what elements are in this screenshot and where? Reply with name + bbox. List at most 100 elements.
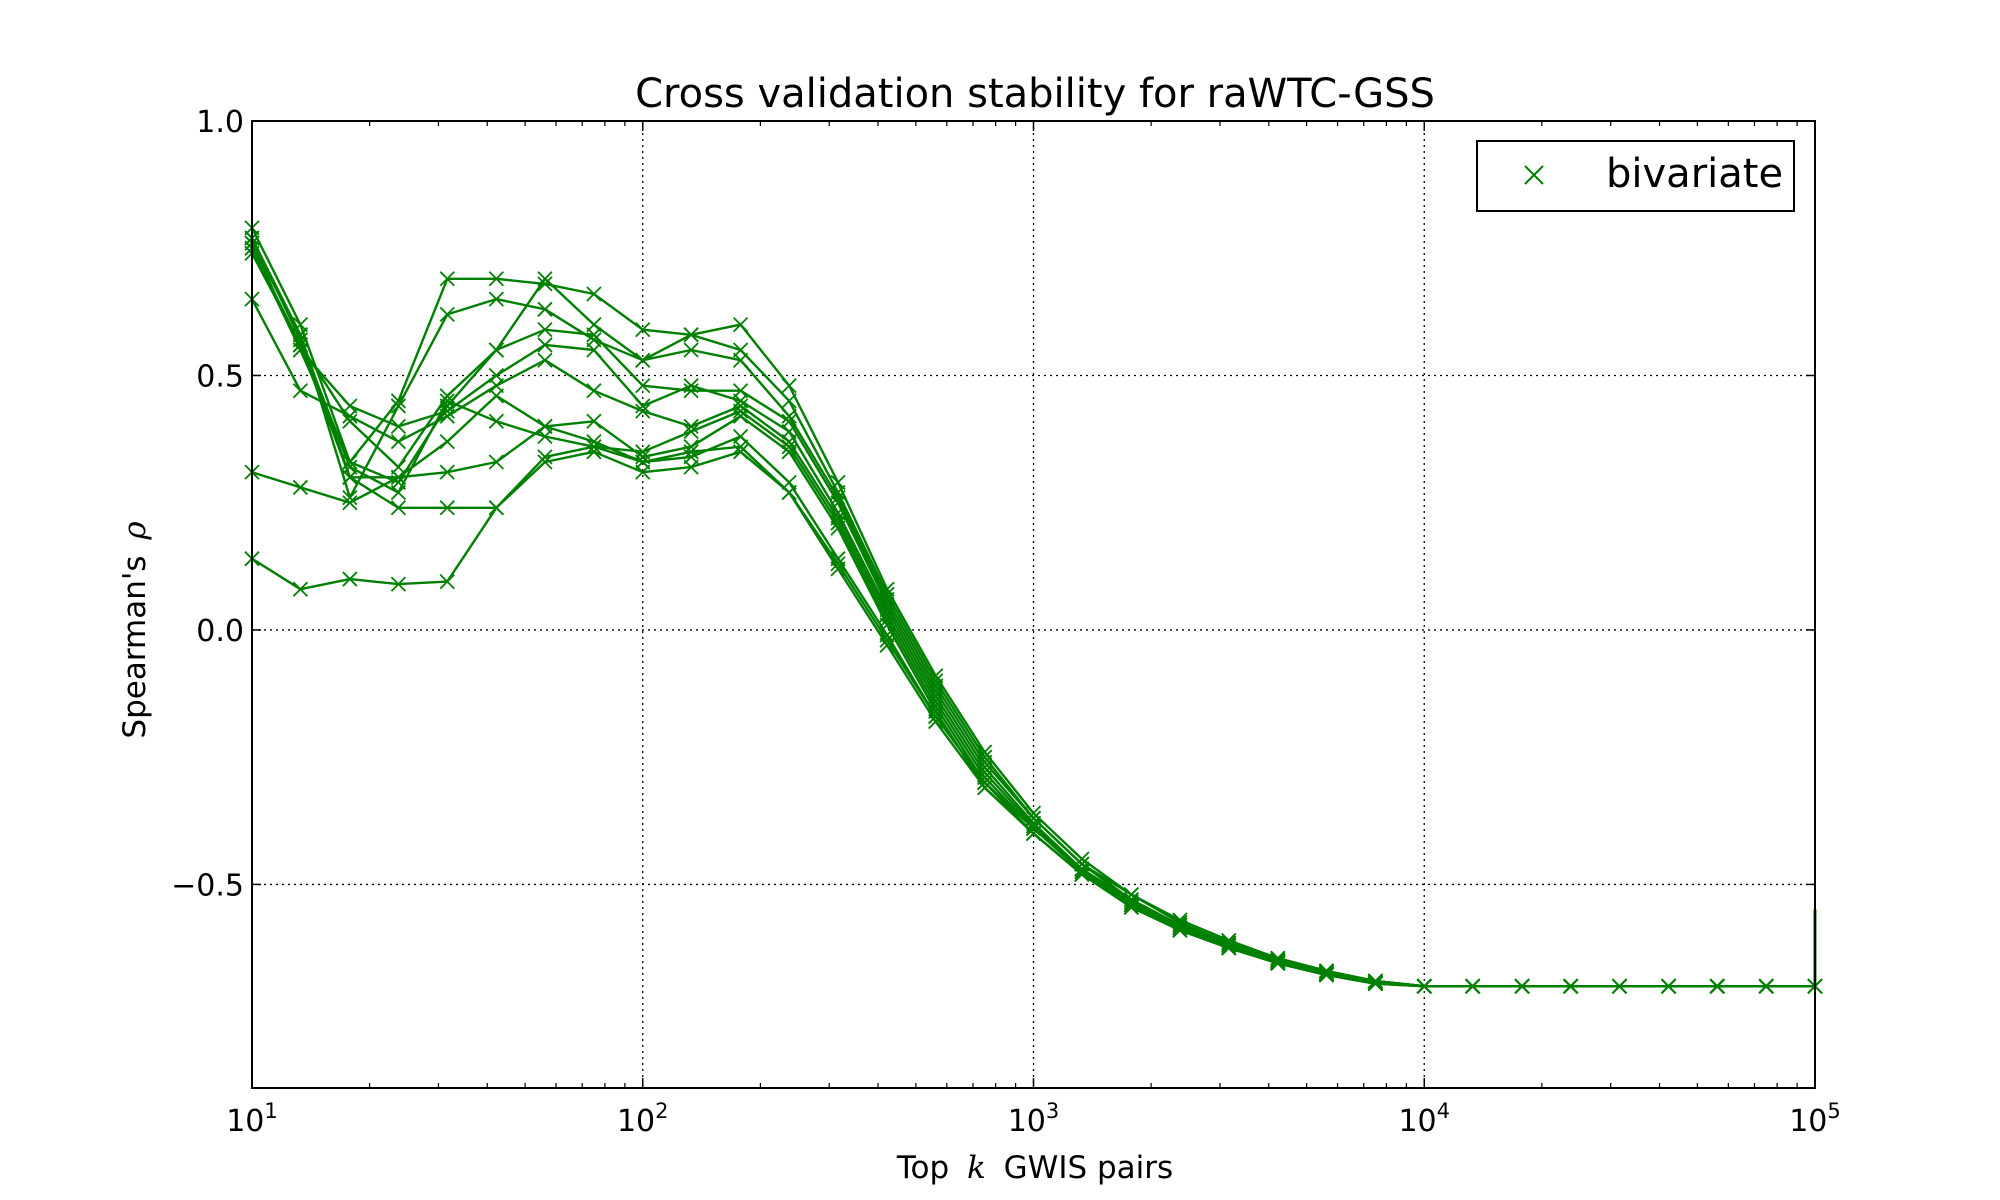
x-tick-label: 103 xyxy=(1008,1099,1060,1139)
data-point-marker xyxy=(732,352,749,368)
series-line-11 xyxy=(250,242,1817,988)
data-point-marker xyxy=(342,469,358,485)
data-point-marker xyxy=(1563,978,1579,994)
data-point-marker xyxy=(683,418,699,435)
data-point-marker xyxy=(586,383,602,399)
data-point-marker xyxy=(1221,937,1237,954)
y-tick-label: −0.5 xyxy=(171,868,244,903)
data-point-marker xyxy=(488,413,504,429)
data-point-marker xyxy=(1709,978,1725,994)
data-point-marker xyxy=(439,271,455,287)
data-point-marker xyxy=(683,444,699,460)
data-point-marker xyxy=(928,713,944,730)
data-point-marker xyxy=(1758,978,1774,994)
data-point-marker xyxy=(537,352,553,368)
data-point-marker xyxy=(1172,920,1188,936)
data-point-marker xyxy=(488,388,504,404)
data-point-marker xyxy=(1514,978,1530,994)
series-lines xyxy=(244,220,1823,994)
data-point-marker xyxy=(586,342,602,358)
data-point-marker xyxy=(488,500,504,516)
data-point-marker xyxy=(342,571,358,587)
data-point-marker xyxy=(586,286,602,302)
data-point-marker xyxy=(635,322,651,338)
grid-lines xyxy=(252,121,1815,1088)
data-point-marker xyxy=(586,439,602,455)
data-point-marker xyxy=(537,301,553,317)
x-tick-label: 104 xyxy=(1398,1099,1450,1139)
data-point-marker xyxy=(928,708,944,725)
data-point-marker xyxy=(439,393,455,409)
data-point-marker xyxy=(635,352,651,368)
data-point-marker xyxy=(635,454,651,470)
data-point-marker xyxy=(1025,820,1042,837)
data-point-marker xyxy=(781,378,797,394)
data-point-marker xyxy=(635,378,651,394)
data-point-marker xyxy=(1074,861,1090,877)
data-point-marker xyxy=(342,408,358,424)
data-point-marker xyxy=(732,316,749,333)
data-point-marker xyxy=(781,484,797,501)
data-point-marker xyxy=(439,573,455,590)
data-point-marker xyxy=(439,306,455,323)
data-point-marker xyxy=(830,520,846,536)
y-axis-label: Spearman's ρ xyxy=(117,521,153,738)
data-point-marker xyxy=(342,413,358,429)
data-point-marker xyxy=(732,439,749,455)
legend-box xyxy=(1476,140,1795,212)
chart-title: Cross validation stability for raWTC-GSS xyxy=(635,71,1435,117)
data-point-marker xyxy=(1025,825,1042,842)
x-tick-label: 102 xyxy=(617,1099,669,1139)
data-point-marker xyxy=(390,469,407,485)
data-point-marker xyxy=(488,271,504,287)
y-tick-label: 0.5 xyxy=(196,359,244,394)
data-point-marker xyxy=(1367,973,1384,989)
data-point-marker xyxy=(635,398,651,414)
data-point-marker xyxy=(683,378,699,394)
data-point-marker xyxy=(635,403,651,419)
data-point-marker xyxy=(1123,897,1139,913)
data-point-marker xyxy=(488,454,504,470)
x-axis-label-before: Top xyxy=(896,1150,949,1186)
data-point-marker xyxy=(879,637,895,653)
legend: bivariate xyxy=(1476,140,1795,212)
data-point-marker xyxy=(537,271,553,287)
y-axis-label-var: ρ xyxy=(117,521,153,540)
data-point-marker xyxy=(683,459,699,475)
data-point-marker xyxy=(292,479,309,496)
data-point-marker xyxy=(390,434,407,450)
series-line-10 xyxy=(251,450,1817,988)
data-point-marker xyxy=(781,408,797,424)
data-point-marker xyxy=(292,581,309,597)
data-point-marker xyxy=(683,327,699,343)
data-point-marker xyxy=(537,322,553,338)
axis-ticks: 1.0 0.5 0.0 −0.5 101 102 103 104 105 xyxy=(171,105,1841,1139)
data-point-marker xyxy=(977,774,993,791)
data-point-marker xyxy=(830,556,846,572)
x-tick-label: 101 xyxy=(226,1099,278,1139)
data-point-marker xyxy=(879,632,895,648)
y-tick-label: 0.0 xyxy=(196,614,244,649)
legend-marker-x-icon xyxy=(1524,165,1544,185)
data-point-marker xyxy=(488,342,504,358)
data-point-marker xyxy=(781,393,797,409)
y-tick-label: 1.0 xyxy=(196,105,244,140)
x-axis-label: Top k GWIS pairs xyxy=(896,1150,1173,1186)
y-axis-label-text: Spearman's xyxy=(117,555,153,738)
data-point-marker xyxy=(1611,978,1628,994)
data-point-marker xyxy=(439,500,455,516)
data-point-marker xyxy=(439,464,455,480)
data-point-marker xyxy=(439,434,455,450)
data-point-marker xyxy=(977,780,993,796)
data-point-marker xyxy=(1367,975,1384,991)
data-point-marker xyxy=(781,444,797,460)
data-point-marker xyxy=(390,576,407,592)
data-point-marker xyxy=(1270,954,1286,970)
data-point-marker xyxy=(390,398,407,414)
data-point-marker xyxy=(390,500,407,516)
data-point-marker xyxy=(439,388,455,404)
data-point-marker xyxy=(586,413,602,429)
data-point-marker xyxy=(342,495,358,511)
legend-label: bivariate xyxy=(1606,151,1783,197)
data-point-marker xyxy=(488,291,504,307)
